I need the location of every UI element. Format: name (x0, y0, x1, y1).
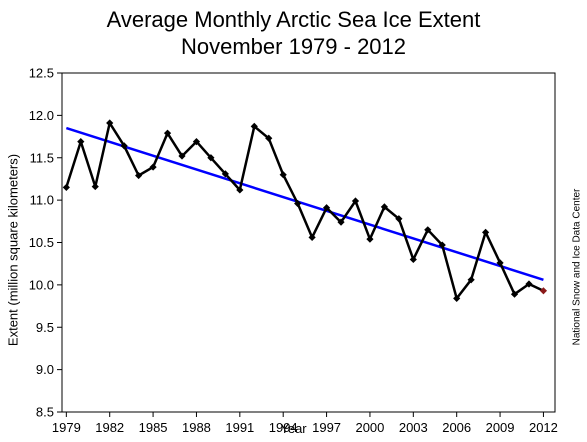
x-tick-label: 1997 (312, 420, 341, 435)
data-point (207, 154, 215, 162)
x-tick-label: 1994 (269, 420, 298, 435)
data-point (438, 241, 446, 249)
y-tick-label: 11.5 (30, 150, 54, 165)
x-tick-label: 2000 (355, 420, 384, 435)
x-tick-label: 2012 (529, 420, 558, 435)
x-tick-label: 1988 (182, 420, 211, 435)
data-point (149, 163, 157, 171)
y-tick-label: 11.0 (30, 193, 54, 208)
data-point (265, 134, 273, 142)
data-point (322, 204, 331, 212)
data-point (482, 228, 490, 236)
data-point (380, 203, 389, 211)
y-tick-label: 9.5 (36, 320, 54, 335)
data-point (395, 215, 403, 223)
y-tick-label: 12.0 (29, 108, 54, 123)
y-tick-label: 8.5 (36, 405, 54, 420)
data-point (62, 183, 70, 192)
y-tick-label: 12.5 (29, 66, 54, 81)
data-point (453, 294, 461, 303)
data-point (510, 290, 519, 298)
y-tick-label: 10.5 (29, 235, 54, 250)
data-point (77, 138, 85, 146)
data-point-2012 (539, 287, 548, 295)
y-tick-label: 9.0 (36, 362, 54, 377)
x-tick-label: 2009 (486, 420, 515, 435)
data-point (351, 197, 360, 205)
chart-title: Average Monthly Arctic Sea Ice Extent No… (0, 6, 587, 60)
x-tick-label: 1979 (52, 420, 81, 435)
x-axis-ticks: 1979 1982 1985 1988 1991 1994 1997 2000 2003 2006… (52, 412, 558, 435)
data-point (106, 119, 114, 127)
chart-title-line-2: November 1979 - 2012 (180, 34, 407, 59)
data-point (366, 235, 374, 243)
data-point (163, 129, 172, 137)
plot-frame (61, 72, 556, 413)
data-point (409, 255, 417, 264)
y-tick-label: 10.0 (29, 277, 54, 292)
data-point (91, 182, 99, 191)
chart-series (62, 119, 548, 303)
data-point (192, 138, 201, 146)
data-point (250, 122, 258, 130)
data-point (178, 152, 186, 160)
trend-line (65, 126, 544, 281)
x-axis-label: Year (280, 421, 307, 436)
data-point (525, 280, 533, 288)
x-tick-label: 1982 (95, 420, 124, 435)
data-point (120, 142, 128, 150)
data-point (337, 218, 345, 226)
data-point (236, 186, 244, 194)
data-point (135, 171, 143, 180)
x-tick-label: 2006 (442, 420, 471, 435)
data-point (294, 199, 302, 208)
x-tick-label: 1985 (139, 420, 168, 435)
data-point (308, 233, 316, 242)
y-axis-ticks: 8.5 9.0 9.5 10.0 10.5 11.0 11.5 12.0 12.5 (29, 66, 62, 420)
chart-title-line-1: Average Monthly Arctic Sea Ice Extent (106, 7, 481, 32)
data-point (496, 259, 504, 267)
x-tick-label: 1991 (225, 420, 254, 435)
data-point (221, 170, 229, 178)
data-point (279, 171, 287, 179)
x-tick-label: 2003 (399, 420, 428, 435)
data-point (467, 276, 475, 284)
extent-series-line (65, 121, 544, 300)
data-point (424, 226, 432, 234)
